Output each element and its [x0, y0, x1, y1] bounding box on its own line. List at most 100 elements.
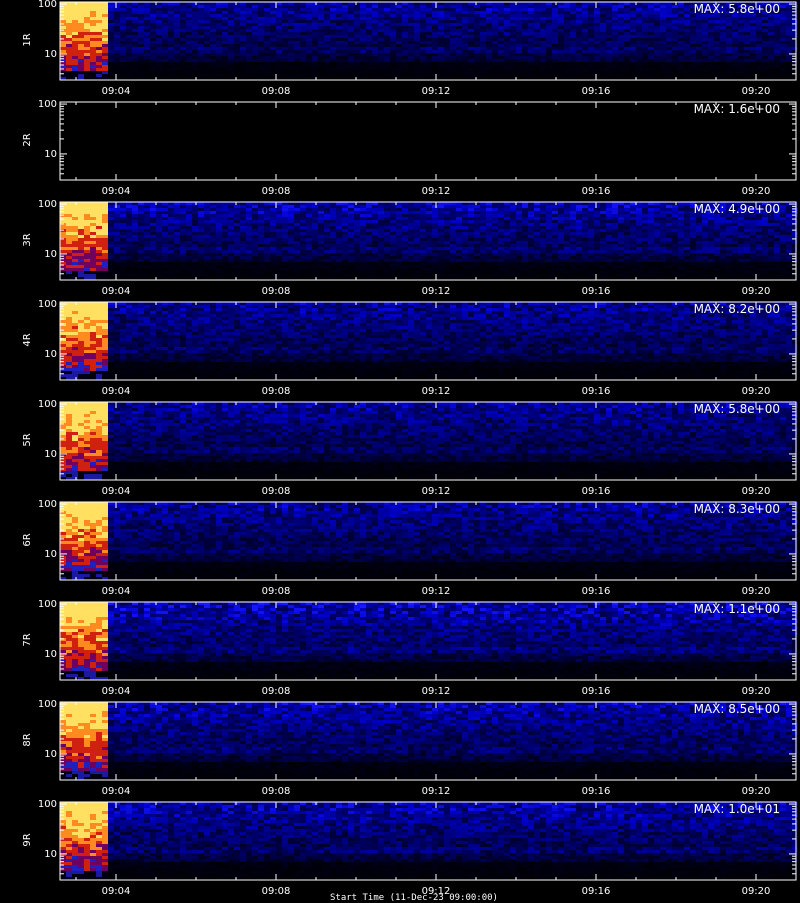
x-tick-label: 09:20 [742, 186, 771, 197]
y-tick-label: 100 [38, 300, 57, 310]
x-tick-label: 09:04 [102, 86, 131, 97]
x-tick-label: 09:12 [422, 486, 451, 497]
panel-label: 5R [22, 433, 33, 446]
max-label: MAX: 5.8e+00 [694, 402, 780, 416]
x-tick-label: 09:12 [422, 86, 451, 97]
panel-plot-2R: 100 10 2R 09:04 09:08 09:12 09:16 09:20 MAX: 1.6… [0, 100, 800, 200]
x-tick-label: 09:04 [102, 686, 131, 697]
x-tick-label: 09:12 [422, 786, 451, 797]
x-tick-label: 09:08 [262, 386, 291, 397]
max-label: MAX: 4.9e+00 [694, 202, 780, 216]
heatmap-cells [60, 402, 798, 480]
x-tick-label: 09:08 [262, 886, 291, 897]
x-tick-label: 09:08 [262, 786, 291, 797]
heatmap-cells [60, 302, 798, 380]
x-tick-label: 09:08 [262, 486, 291, 497]
x-tick-label: 09:16 [582, 286, 611, 297]
max-label: MAX: 1.1e+00 [694, 602, 780, 616]
y-tick-label: 100 [38, 400, 57, 410]
x-tick-label: 09:12 [422, 186, 451, 197]
panel-plot-1R: 100 10 1R 09:04 09:08 09:12 09:16 09:20 MAX: 5.8… [0, 0, 800, 100]
panel-label: 9R [22, 833, 33, 846]
x-tick-label: 09:04 [102, 586, 131, 597]
x-tick-label: 09:20 [742, 86, 771, 97]
y-tick-label: 100 [38, 100, 57, 110]
panel-label: 4R [22, 333, 33, 346]
max-label: MAX: 1.6e+00 [694, 102, 780, 116]
x-tick-label: 09:16 [582, 786, 611, 797]
x-tick-label: 09:12 [422, 286, 451, 297]
y-tick-label: 10 [44, 149, 57, 160]
x-tick-label: 09:08 [262, 186, 291, 197]
x-tick-label: 09:08 [262, 686, 291, 697]
x-tick-label: 09:16 [582, 686, 611, 697]
max-label: MAX: 8.3e+00 [694, 502, 780, 516]
x-tick-label: 09:20 [742, 286, 771, 297]
x-tick-label: 09:08 [262, 86, 291, 97]
panel-label: 1R [22, 33, 33, 46]
panel-label: 2R [22, 133, 33, 146]
x-tick-label: 09:04 [102, 386, 131, 397]
y-tick-label: 10 [44, 449, 57, 460]
y-tick-label: 100 [38, 0, 57, 10]
y-tick-label: 10 [44, 549, 57, 560]
x-tick-label: 09:16 [582, 186, 611, 197]
y-tick-label: 10 [44, 649, 57, 660]
x-tick-label: 09:04 [102, 786, 131, 797]
x-axis-caption: Start Time (11-Dec-23 09:00:00) [330, 893, 630, 903]
heatmap-cells [60, 2, 798, 80]
panel-label: 8R [22, 733, 33, 746]
y-tick-label: 10 [44, 349, 57, 360]
heatmap-cells [60, 202, 798, 280]
y-tick-label: 100 [38, 700, 57, 710]
x-tick-label: 09:08 [262, 286, 291, 297]
x-tick-label: 09:04 [102, 286, 131, 297]
max-label: MAX: 8.5e+00 [694, 702, 780, 716]
max-label: MAX: 1.0e+01 [694, 802, 780, 816]
axes-frame [60, 102, 796, 180]
panel-label: 3R [22, 233, 33, 246]
heatmap-cells [60, 702, 798, 780]
panel-1R: 100 10 1R 09:04 09:08 09:12 09:16 09:20 MAX: 5.8… [0, 0, 800, 100]
y-tick-label: 10 [44, 249, 57, 260]
y-tick-label: 10 [44, 49, 57, 60]
max-label: MAX: 5.8e+00 [694, 2, 780, 16]
x-tick-label: 09:12 [422, 386, 451, 397]
x-tick-label: 09:20 [742, 586, 771, 597]
panel-plot-8R: 100 10 8R 09:04 09:08 09:12 09:16 09:20 MAX: 8.5… [0, 700, 800, 800]
heatmap-cells [60, 502, 798, 580]
x-tick-label: 09:12 [422, 686, 451, 697]
x-tick-label: 09:20 [742, 386, 771, 397]
x-tick-label: 09:16 [582, 586, 611, 597]
max-label: MAX: 8.2e+00 [694, 302, 780, 316]
x-tick-label: 09:04 [102, 186, 131, 197]
x-tick-label: 09:08 [262, 586, 291, 597]
heatmap-cells [60, 802, 798, 880]
y-tick-label: 10 [44, 749, 57, 760]
x-tick-label: 09:20 [742, 686, 771, 697]
x-tick-label: 09:20 [742, 486, 771, 497]
x-tick-label: 09:20 [742, 786, 771, 797]
y-tick-label: 100 [38, 500, 57, 510]
x-tick-label: 09:16 [582, 486, 611, 497]
panel-2R: 100 10 2R 09:04 09:08 09:12 09:16 09:20 MAX: 1.6… [0, 100, 800, 200]
panel-label: 6R [22, 533, 33, 546]
heatmap-cells [60, 602, 798, 680]
y-tick-label: 100 [38, 800, 57, 810]
x-tick-label: 09:16 [582, 86, 611, 97]
panel-label: 7R [22, 633, 33, 646]
x-tick-label: 09:04 [102, 886, 131, 897]
